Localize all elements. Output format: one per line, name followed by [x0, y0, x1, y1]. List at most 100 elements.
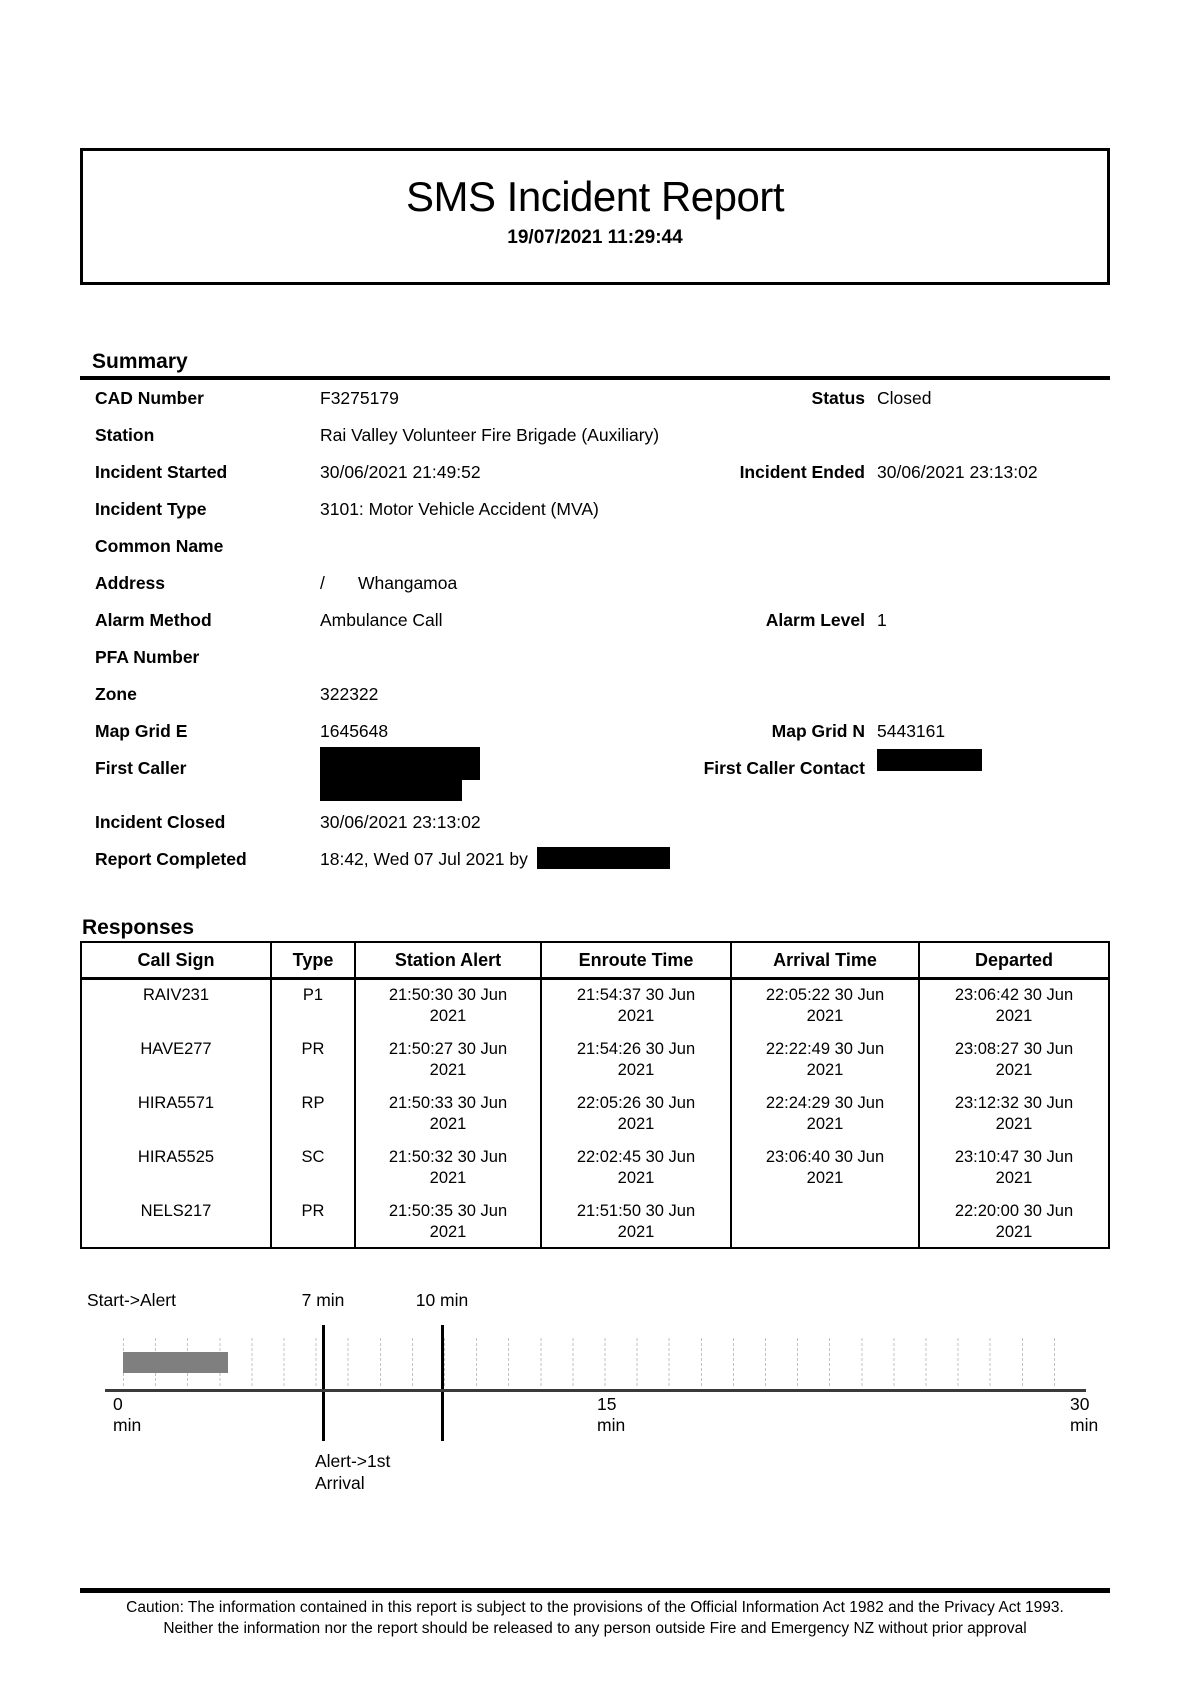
summary-divider — [80, 376, 1110, 380]
cell-type: P1 — [302, 986, 324, 1004]
common-name-label: Common Name — [95, 536, 224, 556]
address-label: Address — [95, 573, 166, 593]
table-column-divider — [918, 943, 920, 1247]
page-title: SMS Incident Report — [405, 173, 785, 220]
axis-tick-0-unit: min — [113, 1415, 142, 1435]
alarm-method-label: Alarm Method — [95, 610, 212, 630]
zone-label: Zone — [95, 684, 137, 704]
incident-type-label: Incident Type — [95, 499, 207, 519]
report-completed-label: Report Completed — [95, 849, 247, 869]
report-completed-by-redaction — [537, 847, 670, 869]
incident-closed-value: 30/06/2021 23:13:02 — [320, 812, 481, 832]
responses-table: Call Sign Type Station Alert Enroute Tim… — [80, 941, 1110, 1249]
axis-tick-0-num: 0 — [113, 1394, 123, 1414]
station-value: Rai Valley Volunteer Fire Brigade (Auxil… — [320, 425, 660, 445]
bar-label-start-alert: Start->Alert — [87, 1290, 176, 1310]
status-value: Closed — [877, 388, 932, 408]
cell-departed: 23:10:47 30 Jun 2021 — [954, 1148, 1074, 1187]
incident-ended-value: 30/06/2021 23:13:02 — [877, 462, 1038, 482]
cad-number-label: CAD Number — [95, 388, 204, 408]
map-grid-e-label: Map Grid E — [95, 721, 188, 741]
cell-departed: 23:06:42 30 Jun 2021 — [954, 986, 1074, 1025]
table-column-divider — [540, 943, 542, 1247]
footer-divider — [80, 1588, 1110, 1593]
cell-call-sign: HIRA5525 — [137, 1148, 215, 1166]
cell-departed: 23:12:32 30 Jun 2021 — [954, 1094, 1074, 1133]
marker-label-10min: 10 min — [415, 1290, 469, 1310]
col-header-departed: Departed — [974, 950, 1054, 970]
cell-departed: 22:20:00 30 Jun 2021 — [954, 1202, 1074, 1241]
cell-type: RP — [301, 1094, 325, 1112]
cell-arrival-time: 23:06:40 30 Jun 2021 — [765, 1148, 885, 1187]
report-generated-timestamp: 19/07/2021 11:29:44 — [507, 227, 683, 248]
axis-tick-15: 15 min — [597, 1394, 625, 1436]
summary-heading: Summary — [92, 350, 188, 373]
incident-closed-label: Incident Closed — [95, 812, 226, 832]
annotation-line1: Alert->1st — [315, 1451, 391, 1471]
annotation-alert-first-arrival: Alert->1st Arrival — [315, 1450, 390, 1494]
timeline-axis — [105, 1389, 1086, 1392]
map-grid-n-label: Map Grid N — [771, 721, 865, 741]
zone-value: 322322 — [320, 684, 379, 704]
start-alert-bar — [123, 1352, 228, 1373]
col-header-type: Type — [292, 950, 334, 970]
cell-call-sign: HIRA5571 — [137, 1094, 215, 1112]
table-column-divider — [730, 943, 732, 1247]
col-header-enroute-time: Enroute Time — [578, 950, 694, 970]
incident-ended-label: Incident Ended — [739, 462, 865, 482]
cell-enroute-time: 21:54:37 30 Jun 2021 — [576, 986, 696, 1025]
cell-arrival-time: 22:22:49 30 Jun 2021 — [765, 1040, 885, 1079]
cell-type: PR — [301, 1040, 325, 1058]
axis-tick-30-num: 30 — [1070, 1394, 1090, 1414]
col-header-call-sign: Call Sign — [137, 950, 215, 970]
responses-heading: Responses — [82, 916, 195, 939]
cell-arrival-time: 22:05:22 30 Jun 2021 — [765, 986, 885, 1025]
station-label: Station — [95, 425, 155, 445]
timeline-minute-ticks — [123, 1336, 1086, 1388]
marker-line-10min — [441, 1325, 444, 1441]
address-value: Whangamoa — [358, 573, 458, 593]
incident-type-value: 3101: Motor Vehicle Accident (MVA) — [320, 499, 599, 519]
cell-call-sign: NELS217 — [140, 1202, 212, 1220]
status-label: Status — [811, 388, 865, 408]
cell-enroute-time: 22:02:45 30 Jun 2021 — [576, 1148, 696, 1187]
first-caller-label: First Caller — [95, 758, 187, 778]
cell-departed: 23:08:27 30 Jun 2021 — [954, 1040, 1074, 1079]
cell-station-alert: 21:50:27 30 Jun 2021 — [388, 1040, 508, 1079]
axis-tick-30-unit: min — [1070, 1415, 1099, 1435]
table-column-divider — [270, 943, 272, 1247]
report-completed-value: 18:42, Wed 07 Jul 2021 by — [320, 849, 528, 869]
marker-line-7min — [322, 1325, 325, 1441]
axis-tick-15-unit: min — [597, 1415, 626, 1435]
pfa-number-label: PFA Number — [95, 647, 200, 667]
alarm-method-value: Ambulance Call — [320, 610, 443, 630]
first-caller-redaction-top — [320, 747, 480, 780]
footer-caution-line2: Neither the information nor the report s… — [163, 1620, 1027, 1637]
annotation-line2: Arrival — [315, 1473, 365, 1493]
table-header-divider — [82, 977, 1108, 980]
alarm-level-value: 1 — [877, 610, 887, 630]
marker-label-7min: 7 min — [301, 1290, 345, 1310]
axis-tick-0: 0 min — [113, 1394, 141, 1436]
alarm-level-label: Alarm Level — [765, 610, 865, 630]
map-grid-n-value: 5443161 — [877, 721, 946, 741]
cell-station-alert: 21:50:32 30 Jun 2021 — [388, 1148, 508, 1187]
address-slash: / — [320, 573, 325, 593]
cell-enroute-time: 22:05:26 30 Jun 2021 — [576, 1094, 696, 1133]
footer-caution-line1: Caution: The information contained in th… — [126, 1599, 1064, 1616]
cell-enroute-time: 21:51:50 30 Jun 2021 — [576, 1202, 696, 1241]
table-column-divider — [354, 943, 356, 1247]
cell-type: SC — [301, 1148, 325, 1166]
axis-tick-15-num: 15 — [597, 1394, 617, 1414]
cell-station-alert: 21:50:33 30 Jun 2021 — [388, 1094, 508, 1133]
cell-call-sign: RAIV231 — [142, 986, 210, 1004]
incident-started-value: 30/06/2021 21:49:52 — [320, 462, 481, 482]
title-box: SMS Incident Report 19/07/2021 11:29:44 — [80, 148, 1110, 285]
cad-number-value: F3275179 — [320, 388, 399, 408]
cell-station-alert: 21:50:35 30 Jun 2021 — [388, 1202, 508, 1241]
first-caller-contact-redaction — [877, 749, 982, 771]
cell-call-sign: HAVE277 — [140, 1040, 212, 1058]
col-header-station-alert: Station Alert — [394, 950, 502, 970]
cell-station-alert: 21:50:30 30 Jun 2021 — [388, 986, 508, 1025]
cell-enroute-time: 21:54:26 30 Jun 2021 — [576, 1040, 696, 1079]
